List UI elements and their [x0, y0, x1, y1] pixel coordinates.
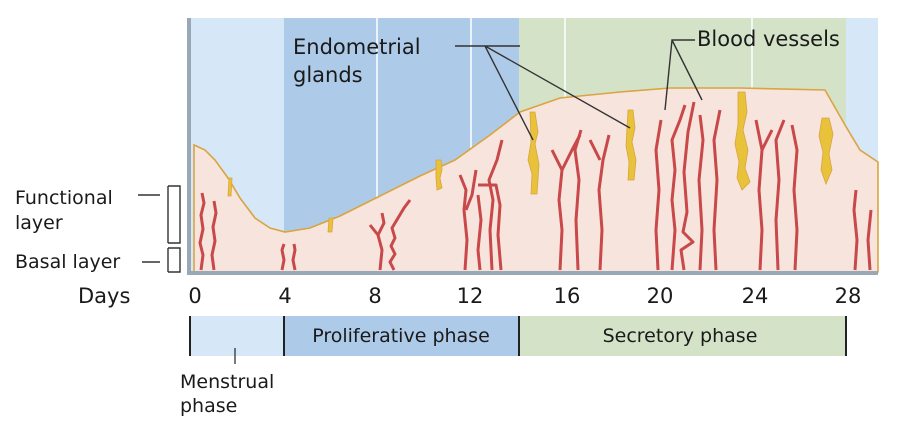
days-label: Days: [78, 284, 130, 308]
day-tick: 12: [457, 284, 484, 308]
basal-layer-label: Basal layer: [15, 251, 120, 273]
day-tick: 8: [368, 284, 381, 308]
axis-bottom: [187, 271, 878, 275]
endometrial-glands-label: Endometrial: [293, 35, 421, 59]
functional-layer-label-2: layer: [15, 212, 63, 234]
proliferative-phase-label: Proliferative phase: [312, 325, 490, 347]
phase-secretory: [519, 316, 846, 356]
day-tick: 28: [835, 284, 862, 308]
day-tick: 16: [554, 284, 581, 308]
endometrial-glands: [227, 91, 834, 233]
secretory-phase-label: Secretory phase: [603, 325, 758, 347]
menstrual-phase-label: Menstrual: [180, 371, 274, 393]
phase-dividers: [189, 316, 847, 364]
axis-left: [187, 18, 191, 274]
day-tick: 0: [188, 284, 201, 308]
phase-proliferative: [284, 316, 519, 356]
day-tick: 24: [742, 284, 769, 308]
leader-lines: [138, 39, 703, 273]
day-tick: 4: [278, 284, 291, 308]
functional-layer-label: Functional: [15, 187, 113, 209]
blood-vessels: [198, 101, 873, 271]
blood-vessels-label: Blood vessels: [697, 27, 840, 51]
day-tick: 20: [647, 284, 674, 308]
phase-menstrual: [190, 316, 284, 356]
endometrial-glands-label-2: glands: [293, 63, 363, 87]
menstrual-phase-label-2: phase: [180, 395, 237, 417]
